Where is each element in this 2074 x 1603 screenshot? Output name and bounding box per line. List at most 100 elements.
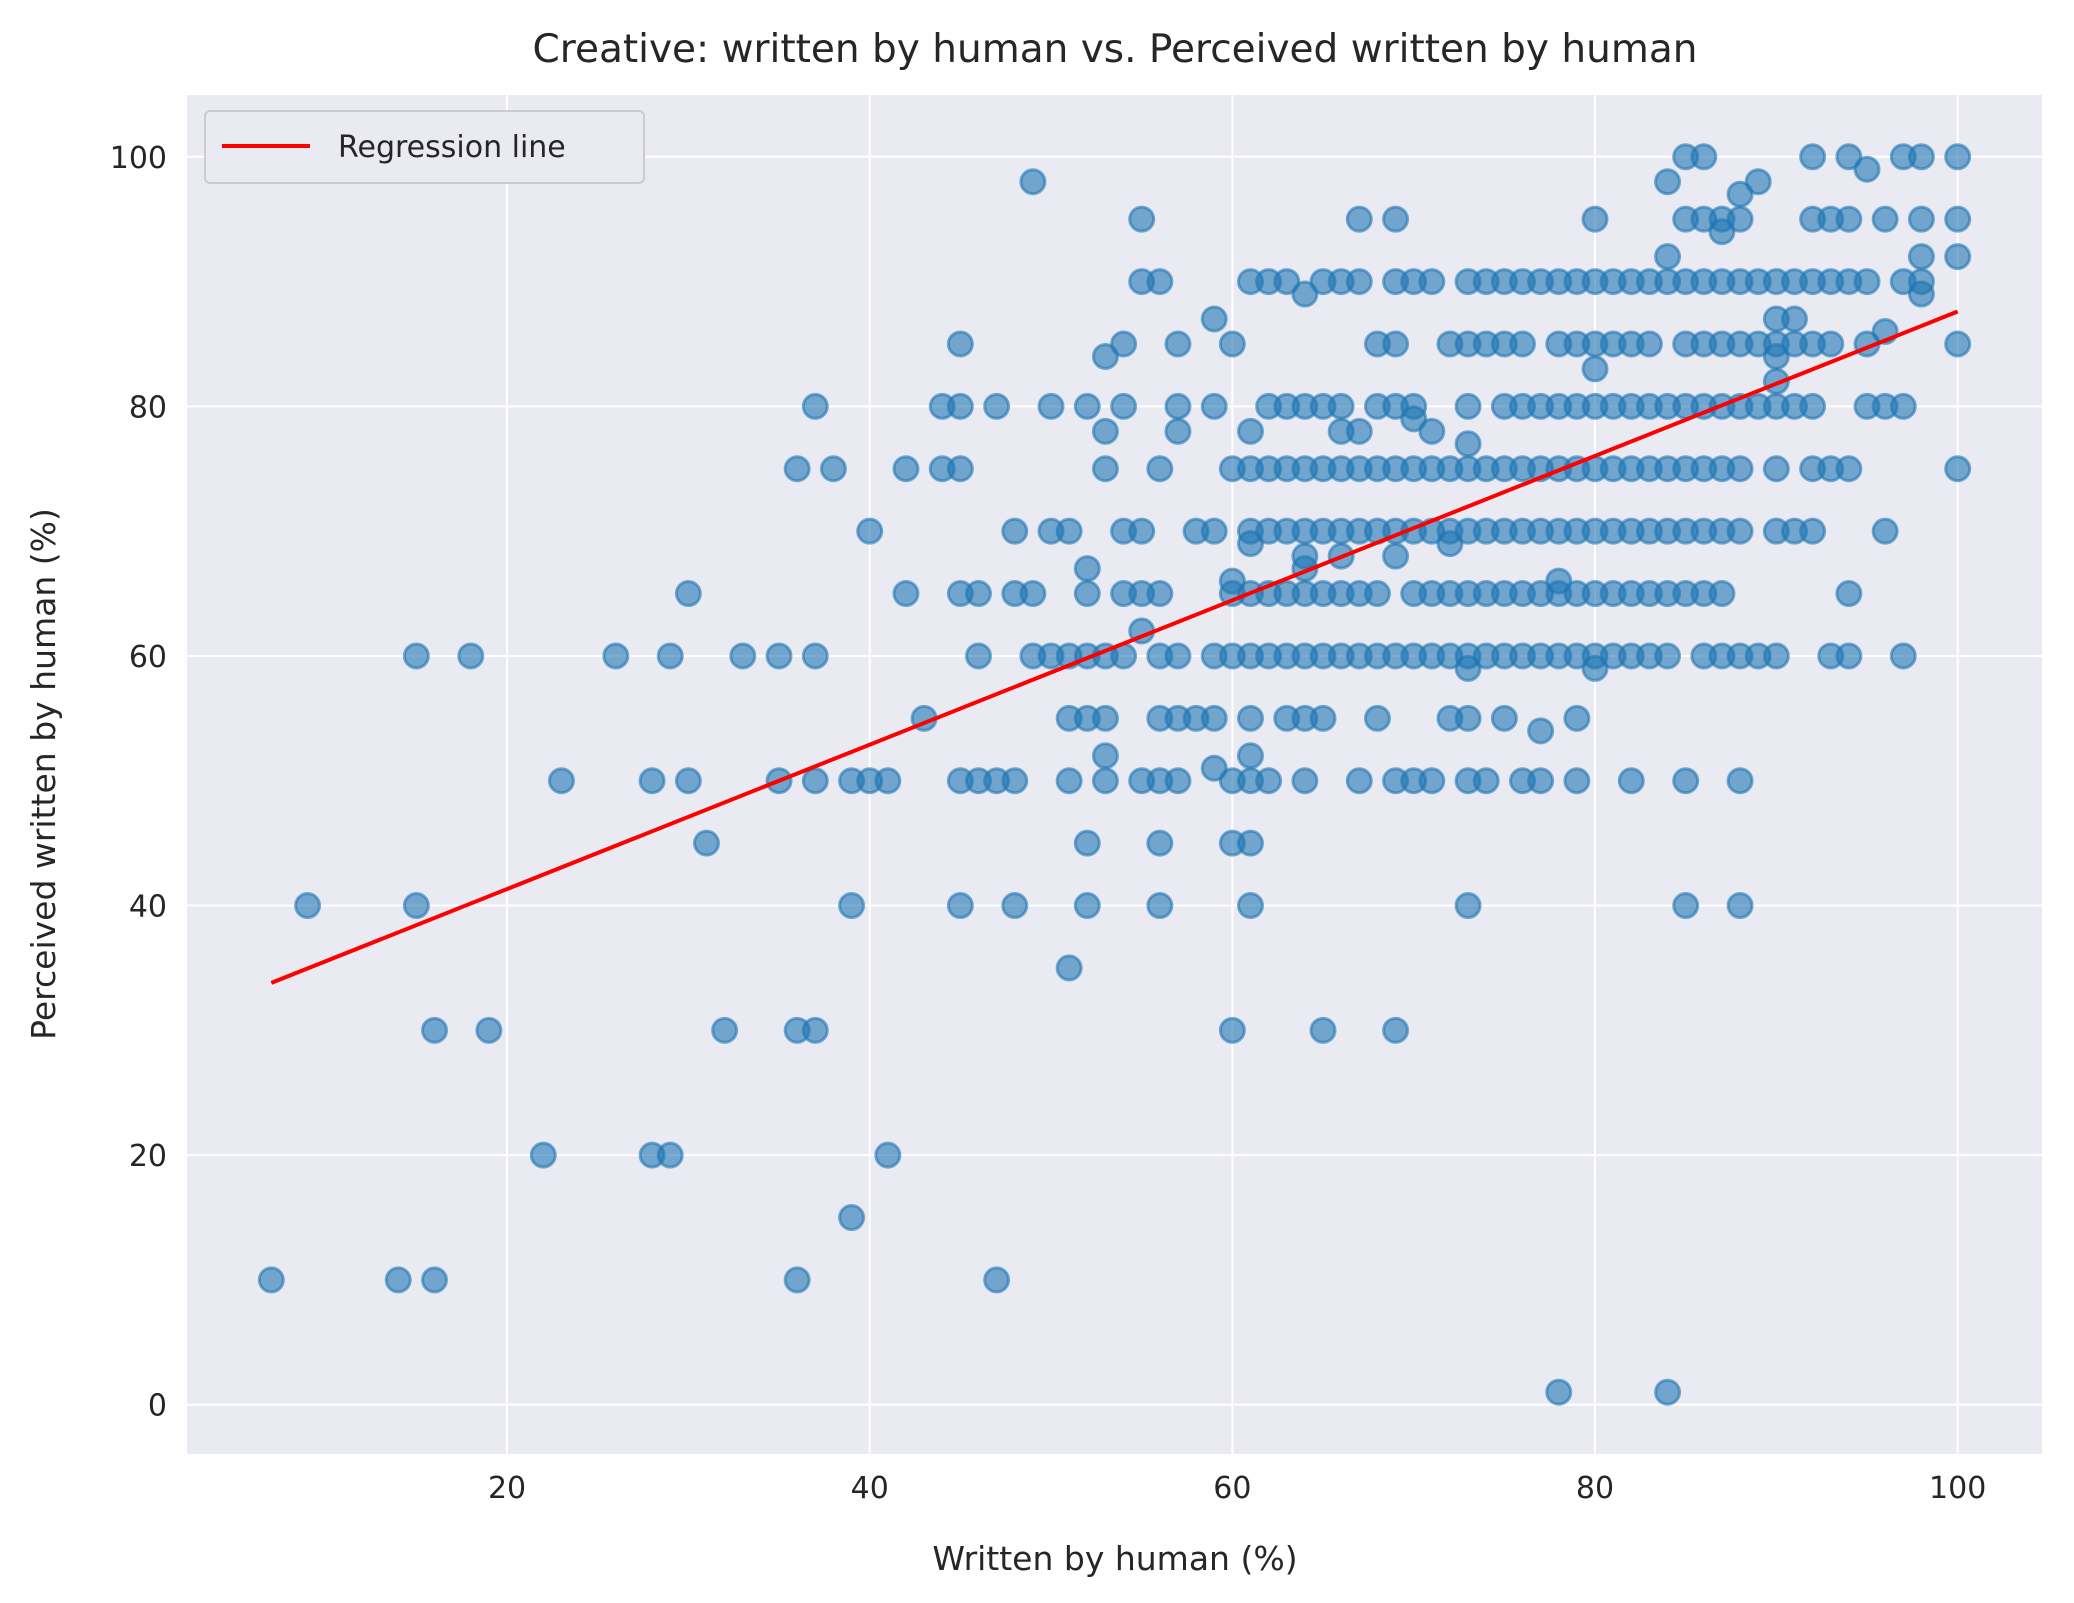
data-point [1708, 218, 1736, 246]
data-point [1889, 642, 1917, 670]
data-point [1073, 392, 1101, 420]
data-point [801, 767, 829, 795]
data-point [1889, 392, 1917, 420]
data-point [1871, 205, 1899, 233]
data-point [1400, 405, 1428, 433]
data-point [1037, 392, 1065, 420]
data-point [402, 642, 430, 670]
data-point [1200, 754, 1228, 782]
data-points [257, 143, 1972, 1406]
data-point [1091, 704, 1119, 732]
data-point [421, 1016, 449, 1044]
data-point [983, 1266, 1011, 1294]
y-tick-label: 0 [148, 1389, 167, 1424]
data-point [656, 642, 684, 670]
data-point [674, 580, 702, 608]
data-point [1690, 143, 1718, 171]
data-point [1073, 555, 1101, 583]
data-point [1091, 342, 1119, 370]
data-point [1835, 642, 1863, 670]
data-point [475, 1016, 503, 1044]
data-point [1146, 268, 1174, 296]
data-point [1073, 829, 1101, 857]
data-point [1164, 417, 1192, 445]
data-point [711, 1016, 739, 1044]
data-point [1762, 642, 1790, 670]
data-point [1708, 580, 1736, 608]
data-point [1907, 143, 1935, 171]
x-tick-label: 20 [488, 1471, 526, 1506]
data-point [1146, 892, 1174, 920]
data-point [1345, 767, 1373, 795]
data-point [765, 642, 793, 670]
data-point [1309, 1016, 1337, 1044]
data-point [1436, 530, 1464, 558]
x-tick-label: 100 [1929, 1471, 1986, 1506]
data-point [1762, 455, 1790, 483]
data-point [1146, 829, 1174, 857]
data-point [1563, 767, 1591, 795]
data-point [1545, 1378, 1573, 1406]
data-point [1091, 742, 1119, 770]
data-point [1236, 417, 1264, 445]
data-point [946, 892, 974, 920]
regression-line-layer [270, 309, 1959, 985]
data-point [1164, 642, 1192, 670]
data-point [421, 1266, 449, 1294]
data-point [1001, 767, 1029, 795]
data-point [1835, 143, 1863, 171]
data-point [1944, 455, 1972, 483]
data-point [1581, 654, 1609, 682]
data-point [1418, 417, 1446, 445]
data-point [1164, 392, 1192, 420]
data-point [1236, 704, 1264, 732]
data-point [1382, 542, 1410, 570]
data-point [1744, 168, 1772, 196]
data-point [1617, 767, 1645, 795]
data-point [1055, 517, 1083, 545]
data-point [1164, 330, 1192, 358]
data-point [1418, 767, 1446, 795]
data-point [1853, 268, 1881, 296]
data-point [1871, 517, 1899, 545]
data-point [1508, 330, 1536, 358]
data-point [1654, 1378, 1682, 1406]
y-axis-label: Perceived written by human (%) [24, 508, 63, 1040]
data-point [1672, 767, 1700, 795]
y-tick-label: 100 [110, 141, 167, 176]
data-point [1200, 517, 1228, 545]
data-point [1654, 642, 1682, 670]
data-point [1236, 530, 1264, 558]
data-point [874, 767, 902, 795]
data-point [965, 642, 993, 670]
data-point [1907, 205, 1935, 233]
data-point [1726, 767, 1754, 795]
data-point [1472, 767, 1500, 795]
data-point [1454, 892, 1482, 920]
data-point [1944, 205, 1972, 233]
data-point [1654, 243, 1682, 271]
data-point [1019, 580, 1047, 608]
data-point [1091, 767, 1119, 795]
data-point [1944, 243, 1972, 271]
data-point [1799, 392, 1827, 420]
data-point [257, 1266, 285, 1294]
data-point [1001, 517, 1029, 545]
data-point [729, 642, 757, 670]
data-point [674, 767, 702, 795]
data-point [1273, 268, 1301, 296]
data-point [547, 767, 575, 795]
data-point [1345, 205, 1373, 233]
data-point [1255, 767, 1283, 795]
tick-labels: 20 40 60 80 100 0 20 40 60 80 100 [110, 141, 1987, 1506]
data-point [1454, 704, 1482, 732]
data-point [838, 892, 866, 920]
data-point [1835, 580, 1863, 608]
regression-line [270, 309, 1959, 985]
data-point [783, 455, 811, 483]
data-point [783, 1266, 811, 1294]
data-point [1200, 392, 1228, 420]
data-point [1345, 417, 1373, 445]
data-point [1164, 767, 1192, 795]
data-point [1291, 767, 1319, 795]
